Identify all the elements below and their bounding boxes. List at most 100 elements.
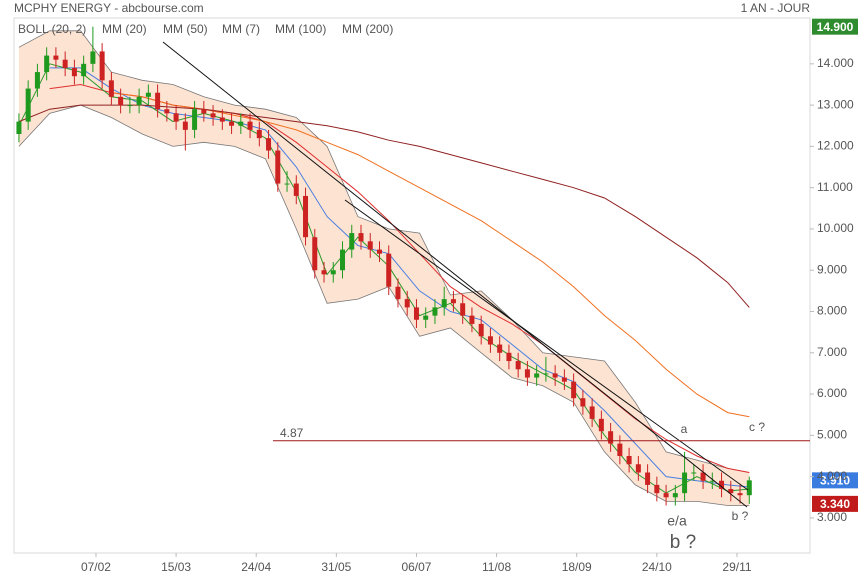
candle-body [645,472,651,485]
y-tick-label: 10.000 [817,221,854,235]
x-tick-label: 06/07 [401,560,431,574]
candle-body [266,138,272,151]
y-tick-label: 8.000 [817,304,847,318]
candle-body [487,336,493,345]
price-tag [812,472,858,489]
candle-body [515,361,521,370]
candle-body [312,237,318,271]
candle-body [432,307,438,316]
trend-line [162,41,748,508]
plot-frame [13,17,811,554]
candle-body [672,493,678,498]
candle-body [275,150,281,184]
candle-body [506,352,512,362]
candle-body [404,299,410,308]
candle-body [561,377,567,382]
price-tag-label: 3.340 [820,497,850,511]
candle-body [682,472,688,494]
candle-body [469,315,475,324]
x-tick-label: 11/08 [482,560,511,574]
candle-body [340,249,346,271]
price-tag-label: 14.900 [817,20,854,34]
annotation: b ? [732,509,749,523]
x-tick-label: 07/02 [81,560,111,574]
candle-body [358,233,364,242]
legend-label: MM (20) [102,22,147,36]
candle-body [367,241,373,250]
candle-body [71,67,77,77]
candle-body [293,183,299,196]
candle-body [386,253,392,287]
candle-body [62,59,68,68]
y-tick-label: 13.000 [817,97,854,111]
candle-body [330,270,336,275]
candle-body [182,121,188,130]
legend-label: MM (50) [163,22,208,36]
y-tick-label: 3.000 [817,510,847,524]
candle-body [450,299,456,304]
candle-body [737,493,743,496]
candle-body [635,464,641,473]
candle-body [534,373,540,378]
x-tick-label: 31/05 [321,560,351,574]
candle-body [617,443,623,456]
candle-body [395,286,401,300]
candle-body [16,121,22,134]
candle-body [321,270,327,275]
candle-body [497,344,503,353]
candle-body [136,96,142,106]
chart-title: MCPHY ENERGY - abcbourse.com [14,1,204,15]
candle-body [654,484,660,494]
candle-body [229,121,235,126]
candle-body [709,480,715,482]
x-tick-label: 24/10 [642,560,672,574]
candle-body [700,472,706,481]
annotation: c ? [749,420,765,434]
candle-body [108,80,114,97]
candle-body [192,109,198,130]
candle-body [201,109,207,114]
annotation: b ? [670,532,696,553]
candle-body [238,121,244,126]
candle-body [719,480,725,490]
candle-body [25,88,31,122]
candle-body [460,303,466,316]
candle-body [53,55,59,60]
candle-body [571,381,577,399]
chart-subtitle: 1 AN - JOUR [741,1,811,15]
legend-label: BOLL (20, 2) [18,22,86,36]
candle-body [691,472,697,474]
y-tick-label: 11.000 [817,180,853,194]
x-tick-label: 18/09 [562,560,592,574]
candle-body [90,51,96,64]
candle-body [303,195,309,238]
candle-body [44,55,50,73]
candle-body [256,129,262,139]
candle-body [247,121,253,130]
candle-body [580,398,586,407]
candle-body [376,249,382,254]
y-tick-label: 7.000 [817,345,847,359]
y-tick-label: 6.000 [817,386,847,400]
band-upper [18,30,750,473]
candle-body [423,315,429,320]
trend-line [344,199,749,491]
y-tick-label: 4.000 [817,469,847,483]
band-fill [18,30,750,506]
candle-body [164,109,170,114]
legend-label: MM (7) [222,22,260,36]
candle-body [81,63,87,77]
annotation: e/a [667,513,687,529]
y-tick-label: 9.000 [817,262,847,276]
annotation: a [681,422,688,436]
candle-body [145,92,151,97]
candle-body [349,233,355,250]
candle-body [118,96,124,106]
candle-body [478,323,484,337]
x-tick-label: 24/04 [241,560,271,574]
ma-line [111,92,750,418]
candle-body [728,489,734,494]
candle-body [127,105,133,107]
candle-body [99,51,105,81]
